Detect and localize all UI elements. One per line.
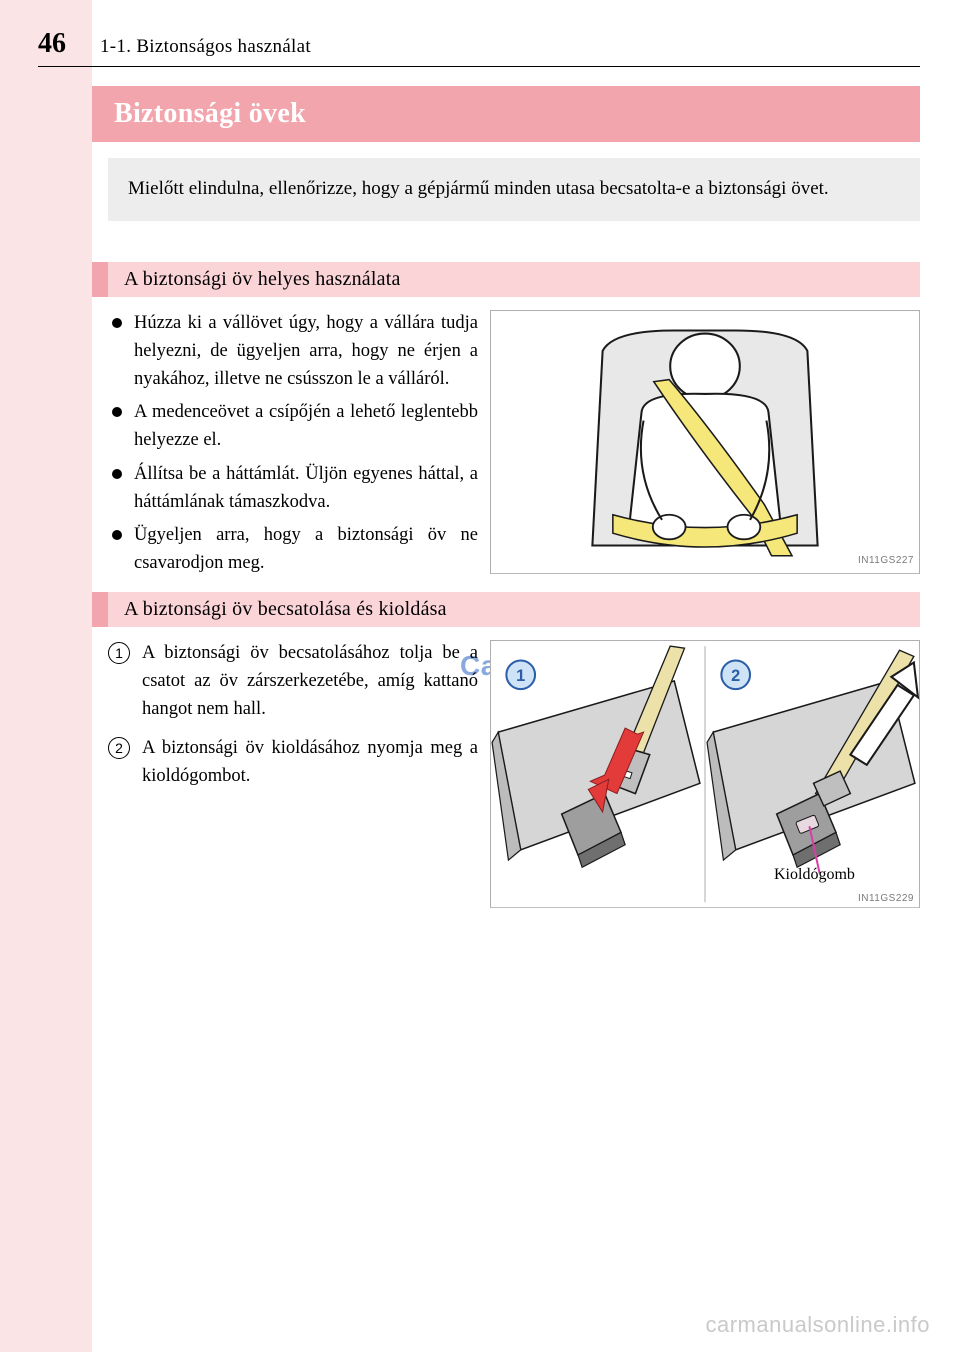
bullet-item: Állítsa be a háttámlát. Üljön egyenes há… — [108, 461, 478, 517]
manual-page: 46 1-1. Biztonságos használat Biztonsági… — [0, 0, 960, 1352]
seatbelt-position-diagram — [490, 310, 920, 574]
section2-heading: A biztonsági öv becsatolása és kioldása — [124, 598, 447, 620]
section2-text-column: 1 A biztonsági öv becsatolásához tolja b… — [108, 640, 478, 908]
section2-heading-bar: A biztonsági öv becsatolása és kioldása — [108, 592, 920, 627]
bullet-item: Ügyeljen arra, hogy a biztonsági öv ne c… — [108, 522, 478, 578]
step-text: A biztonsági öv becsatolásához tolja be … — [142, 643, 478, 719]
section2-diagram-container: 1 — [490, 640, 920, 908]
bullet-item: Húzza ki a vállövet úgy, hogy a vállára … — [108, 310, 478, 393]
section1-heading: A biztonsági öv helyes használata — [124, 268, 401, 290]
section-code: 1-1. Biztonságos használat — [100, 36, 311, 58]
section2-content: 1 A biztonsági öv becsatolásához tolja b… — [108, 640, 920, 908]
section1-text-column: Húzza ki a vállövet úgy, hogy a vállára … — [108, 310, 478, 584]
release-button-label: Kioldógomb — [774, 866, 855, 884]
page-header: 46 1-1. Biztonságos használat — [38, 28, 920, 67]
svg-text:2: 2 — [731, 667, 740, 685]
list-item: 1 A biztonsági öv becsatolásához tolja b… — [108, 640, 478, 723]
diagram-code: IN11GS227 — [858, 555, 914, 566]
section-tab — [92, 262, 108, 297]
page-title: Biztonsági övek — [114, 98, 306, 129]
section1-diagram-container: IN11GS227 — [490, 310, 920, 570]
section-tab — [92, 592, 108, 627]
page-number: 46 — [38, 28, 66, 60]
left-margin-band — [0, 0, 92, 1352]
section1-heading-bar: A biztonsági öv helyes használata — [108, 262, 920, 297]
intro-text: Mielőtt elindulna, ellenőrizze, hogy a g… — [128, 174, 900, 203]
list-item: 2 A biztonsági öv kioldásához nyomja meg… — [108, 735, 478, 791]
step-number-badge: 1 — [108, 642, 130, 664]
intro-box: Mielőtt elindulna, ellenőrizze, hogy a g… — [108, 158, 920, 221]
section1-content: Húzza ki a vállövet úgy, hogy a vállára … — [108, 310, 920, 584]
bullet-item: A medenceövet a csípőjén a lehető leglen… — [108, 399, 478, 455]
diagram-code: IN11GS229 — [858, 893, 914, 904]
svg-text:1: 1 — [516, 667, 525, 685]
buckle-release-diagram: 1 — [490, 640, 920, 908]
footer-watermark: carmanualsonline.info — [705, 1312, 930, 1338]
section2-numbered-list: 1 A biztonsági öv becsatolásához tolja b… — [108, 640, 478, 791]
title-bar: Biztonsági övek — [92, 86, 920, 142]
step-text: A biztonsági öv kioldásához nyomja meg a… — [142, 738, 478, 786]
step-number-badge: 2 — [108, 737, 130, 759]
section1-bullet-list: Húzza ki a vállövet úgy, hogy a vállára … — [108, 310, 478, 578]
